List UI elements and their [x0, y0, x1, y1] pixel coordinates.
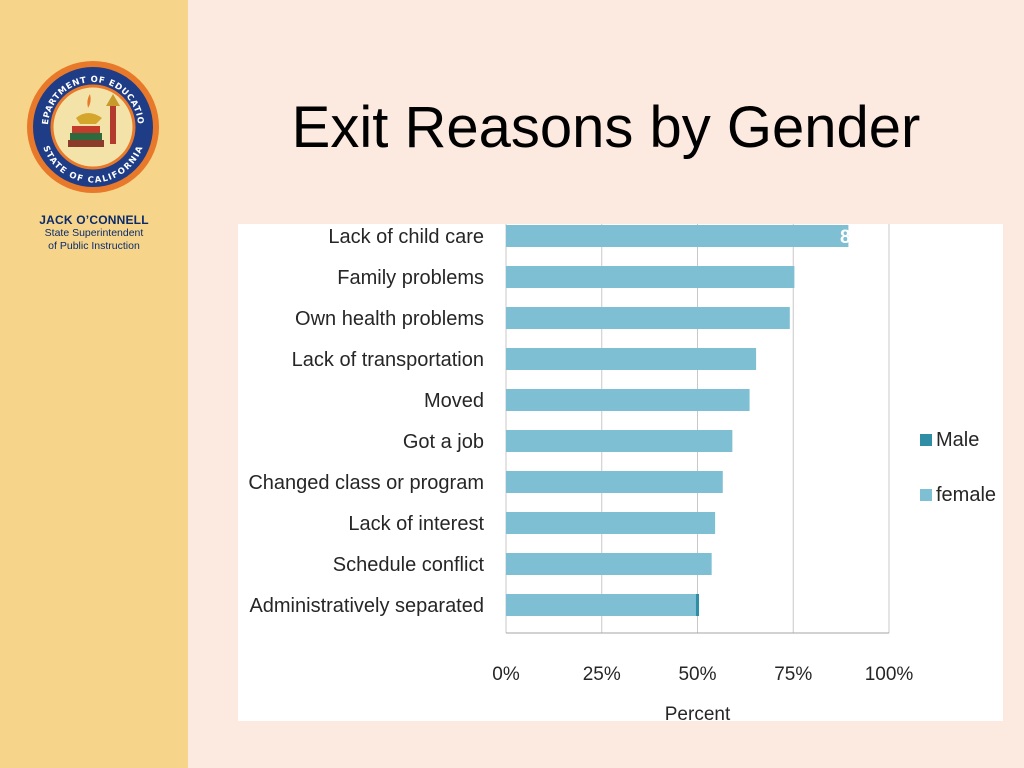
sidebar: DEPARTMENT OF EDUCATION STATE OF CALIFOR… — [0, 0, 188, 768]
data-label: 49.6 — [840, 596, 877, 617]
category-label: Moved — [424, 390, 484, 412]
presenter-title-line2: of Public Instruction — [48, 240, 140, 252]
x-tick-label: 0% — [492, 664, 520, 685]
data-label: 63.6 — [840, 391, 877, 412]
data-label: 54.6 — [840, 514, 877, 535]
category-label: Got a job — [403, 431, 484, 453]
x-tick-label: 75% — [774, 664, 812, 685]
category-label: Own health problems — [295, 308, 484, 330]
category-label: Lack of interest — [348, 513, 484, 535]
category-label: Changed class or program — [248, 472, 484, 494]
category-label: Schedule conflict — [333, 554, 485, 576]
bar-female — [506, 225, 849, 247]
slide-title: Exit Reasons by Gender — [291, 95, 921, 160]
data-label: 89.4 — [840, 227, 877, 248]
presenter-title-line1: State Superintendent — [44, 227, 144, 239]
data-label: 56.6 — [840, 473, 877, 494]
presenter-name: JACK O’CONNELL — [39, 213, 149, 227]
legend-swatch-female — [920, 489, 932, 501]
x-tick-label: 50% — [678, 664, 716, 685]
bar-female — [506, 348, 757, 370]
category-label: Family problems — [337, 267, 484, 289]
bar-female — [506, 266, 795, 288]
data-label: 53.7 — [840, 555, 877, 576]
x-axis-title: Percent — [665, 704, 731, 721]
legend-label-male: Male — [936, 429, 979, 451]
category-label: Lack of child care — [328, 226, 484, 248]
bar-female — [506, 430, 733, 452]
legend-label-female: female — [936, 484, 996, 506]
legend-swatch-male — [920, 434, 932, 446]
department-seal-logo: DEPARTMENT OF EDUCATION STATE OF CALIFOR… — [26, 60, 159, 193]
x-tick-label: 25% — [583, 664, 621, 685]
bar-female — [506, 594, 696, 616]
category-label: Lack of transportation — [292, 349, 484, 371]
data-label: 74.1 — [840, 309, 877, 330]
bar-female — [506, 389, 750, 411]
x-tick-label: 100% — [865, 664, 914, 685]
bar-female — [506, 512, 716, 534]
bar-female — [506, 553, 712, 575]
presenter-block: JACK O’CONNELL State Superintendent of P… — [0, 213, 188, 253]
data-label: 75.3 — [840, 268, 877, 289]
data-label: 65.3 — [840, 350, 877, 371]
bar-female — [506, 307, 790, 329]
data-label: 59.1 — [840, 432, 877, 453]
category-label: Administratively separated — [249, 595, 484, 617]
bar-female — [506, 471, 723, 493]
